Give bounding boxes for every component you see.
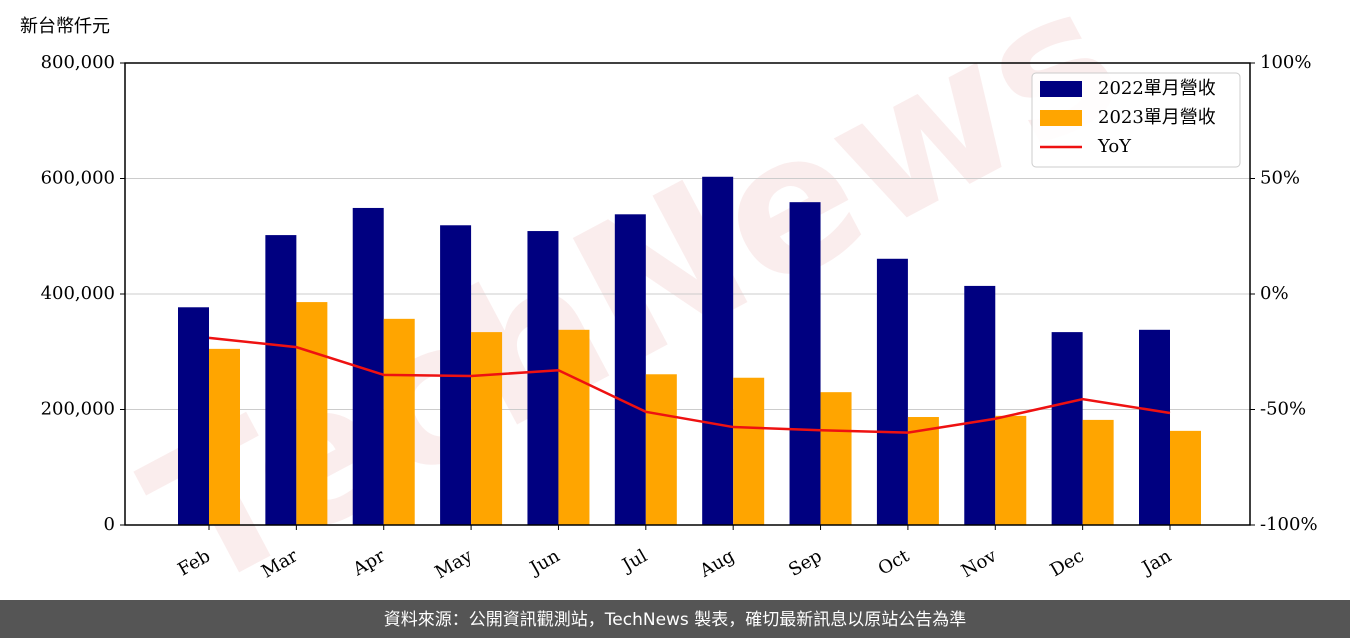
- x-tick-label: May: [432, 545, 477, 583]
- y-tick-label: 800,000: [41, 52, 115, 73]
- bar: [702, 176, 734, 525]
- y2-tick-label: 100%: [1260, 52, 1311, 73]
- bar: [820, 392, 852, 525]
- bar: [995, 415, 1027, 525]
- y-axis-label: 新台幣仟元: [20, 16, 110, 37]
- bar: [296, 302, 328, 525]
- legend-swatch: [1040, 110, 1082, 126]
- x-tick-label: Nov: [958, 545, 1001, 582]
- y2-tick-label: 0%: [1260, 283, 1289, 304]
- x-tick-label: Sep: [785, 545, 825, 580]
- x-tick-label: Jun: [525, 545, 564, 580]
- bar: [527, 231, 559, 526]
- legend-label: 2023單月營收: [1098, 107, 1216, 128]
- bar: [471, 332, 503, 525]
- bar: [383, 318, 415, 525]
- bar: [1139, 329, 1170, 525]
- x-tick-label: Oct: [875, 545, 914, 580]
- bar: [907, 417, 939, 525]
- y-tick-label: 200,000: [41, 399, 115, 420]
- bar: [265, 235, 297, 525]
- y2-tick-label: -50%: [1260, 399, 1306, 420]
- legend-label: 2022單月營收: [1098, 78, 1216, 99]
- legend-swatch: [1040, 81, 1082, 97]
- bar: [1170, 430, 1201, 525]
- bar: [1051, 332, 1083, 525]
- bar: [178, 307, 209, 525]
- footer: 資料來源：公開資訊觀測站，TechNews 製表，確切最新訊息以原站公告為準: [384, 610, 966, 630]
- y-tick-label: 400,000: [41, 283, 115, 304]
- y2-tick-label: 50%: [1260, 168, 1300, 189]
- legend-label: YoY: [1097, 136, 1132, 157]
- plot-frame: [124, 62, 1251, 526]
- y-tick-label: 600,000: [41, 168, 115, 189]
- yoy-line: [208, 336, 1171, 434]
- bar: [733, 377, 765, 525]
- bar: [645, 374, 677, 525]
- legend-box: [1031, 72, 1241, 168]
- x-tick-label: Dec: [1047, 545, 1088, 581]
- bar: [558, 329, 590, 525]
- bar: [209, 348, 240, 525]
- bar: [789, 202, 821, 526]
- y2-tick-label: -100%: [1260, 514, 1318, 535]
- x-tick-label: Jul: [617, 545, 651, 577]
- bar: [876, 258, 908, 525]
- y-tick-label: 0: [104, 514, 115, 535]
- bar: [964, 285, 996, 525]
- bar: [614, 214, 646, 525]
- bar: [1082, 419, 1114, 525]
- footer-bar: [0, 600, 1350, 638]
- x-tick-label: Aug: [696, 545, 739, 582]
- x-tick-label: Jan: [1137, 545, 1175, 579]
